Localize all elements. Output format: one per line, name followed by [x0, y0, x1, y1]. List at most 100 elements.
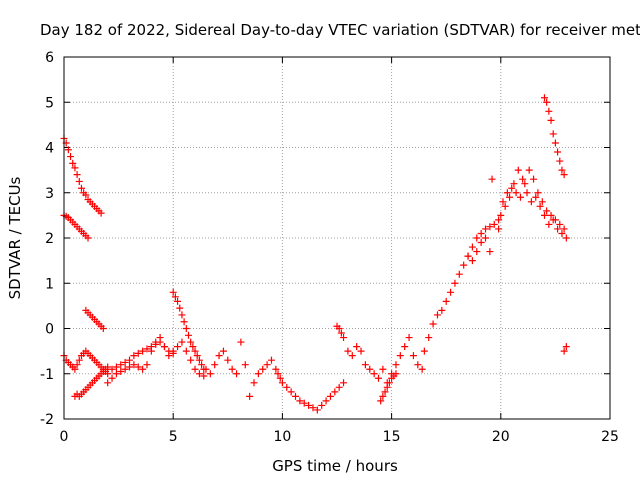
- data-point: [418, 365, 426, 373]
- data-point: [549, 130, 557, 138]
- data-point: [206, 370, 214, 378]
- x-tick-labels: 0 5 10 15 20 25: [60, 429, 619, 445]
- data-point: [506, 193, 514, 201]
- y-tick-label: 5: [45, 95, 54, 111]
- data-point: [250, 379, 258, 387]
- data-point: [176, 304, 184, 312]
- data-point: [198, 361, 206, 369]
- x-tick-label: 5: [169, 429, 178, 445]
- data-point: [202, 365, 210, 373]
- data-point: [460, 261, 468, 269]
- data-point: [71, 164, 79, 172]
- data-point: [300, 399, 308, 407]
- data-point: [73, 361, 81, 369]
- data-point: [178, 311, 186, 319]
- data-point: [156, 334, 164, 342]
- data-point: [112, 363, 120, 371]
- data-point: [254, 370, 262, 378]
- y-tick-label: -1: [40, 367, 54, 383]
- data-point: [392, 361, 400, 369]
- data-point: [377, 397, 385, 405]
- data-point: [425, 334, 433, 342]
- data-point: [558, 229, 566, 237]
- data-point: [228, 365, 236, 373]
- data-point: [165, 352, 173, 360]
- data-point: [147, 347, 155, 355]
- data-point: [84, 234, 92, 242]
- data-point: [545, 107, 553, 115]
- data-point: [409, 352, 417, 360]
- data-point: [99, 325, 107, 332]
- data-point: [530, 175, 538, 183]
- data-point: [241, 361, 249, 369]
- data-point: [442, 297, 450, 305]
- data-point: [451, 279, 459, 287]
- data-point: [335, 383, 343, 391]
- data-point: [556, 220, 564, 228]
- data-point: [326, 392, 334, 400]
- data-point: [473, 234, 481, 242]
- data-point: [438, 306, 446, 314]
- data-point: [117, 361, 125, 369]
- data-point: [75, 177, 83, 185]
- data-point: [547, 116, 555, 124]
- data-point: [139, 365, 147, 373]
- data-point: [538, 198, 546, 206]
- plot-frame: [63, 56, 611, 420]
- x-axis-title: GPS time / hours: [272, 457, 398, 475]
- data-point: [104, 363, 112, 371]
- data-point: [536, 202, 544, 210]
- data-point: [117, 367, 125, 375]
- data-point: [503, 189, 511, 197]
- data-point: [283, 383, 291, 391]
- data-point: [499, 198, 507, 206]
- data-point: [501, 202, 509, 210]
- data-point: [77, 184, 85, 192]
- data-point: [420, 347, 428, 355]
- data-point: [143, 361, 151, 369]
- data-point: [195, 356, 203, 364]
- x-tick-label: 0: [60, 429, 69, 445]
- data-point: [126, 356, 134, 364]
- data-point: [525, 166, 533, 174]
- data-point: [259, 365, 267, 373]
- data-point: [171, 293, 179, 301]
- data-point: [516, 193, 524, 201]
- data-point: [71, 365, 79, 373]
- data-point: [366, 365, 374, 373]
- data-point: [508, 184, 516, 192]
- data-point: [497, 211, 505, 219]
- data-point: [224, 356, 232, 364]
- data-point: [534, 189, 542, 197]
- data-point: [401, 343, 409, 351]
- data-point: [495, 225, 503, 233]
- y-tick-labels: -2 -1 0 1 2 3 4 5 6: [40, 50, 54, 428]
- data-point: [182, 347, 190, 355]
- data-point: [274, 370, 282, 378]
- data-point: [519, 175, 527, 183]
- x-tick-label: 25: [601, 429, 619, 445]
- y-tick-label: 4: [45, 141, 54, 157]
- data-point: [512, 189, 520, 197]
- data-point: [353, 343, 361, 351]
- data-point: [126, 363, 134, 371]
- data-point: [477, 229, 485, 237]
- data-point: [486, 223, 494, 231]
- data-point: [337, 329, 345, 337]
- data-point: [482, 225, 490, 233]
- data-point: [560, 225, 568, 233]
- data-point: [477, 239, 485, 247]
- data-point: [69, 159, 77, 167]
- data-point: [104, 370, 112, 378]
- data-point: [543, 207, 551, 215]
- data-point: [396, 352, 404, 360]
- x-tick-label: 15: [383, 429, 401, 445]
- data-point: [560, 347, 568, 355]
- data-point: [121, 358, 129, 366]
- data-point: [134, 349, 142, 357]
- data-point: [152, 338, 160, 346]
- data-point: [318, 401, 326, 409]
- data-point: [130, 352, 138, 360]
